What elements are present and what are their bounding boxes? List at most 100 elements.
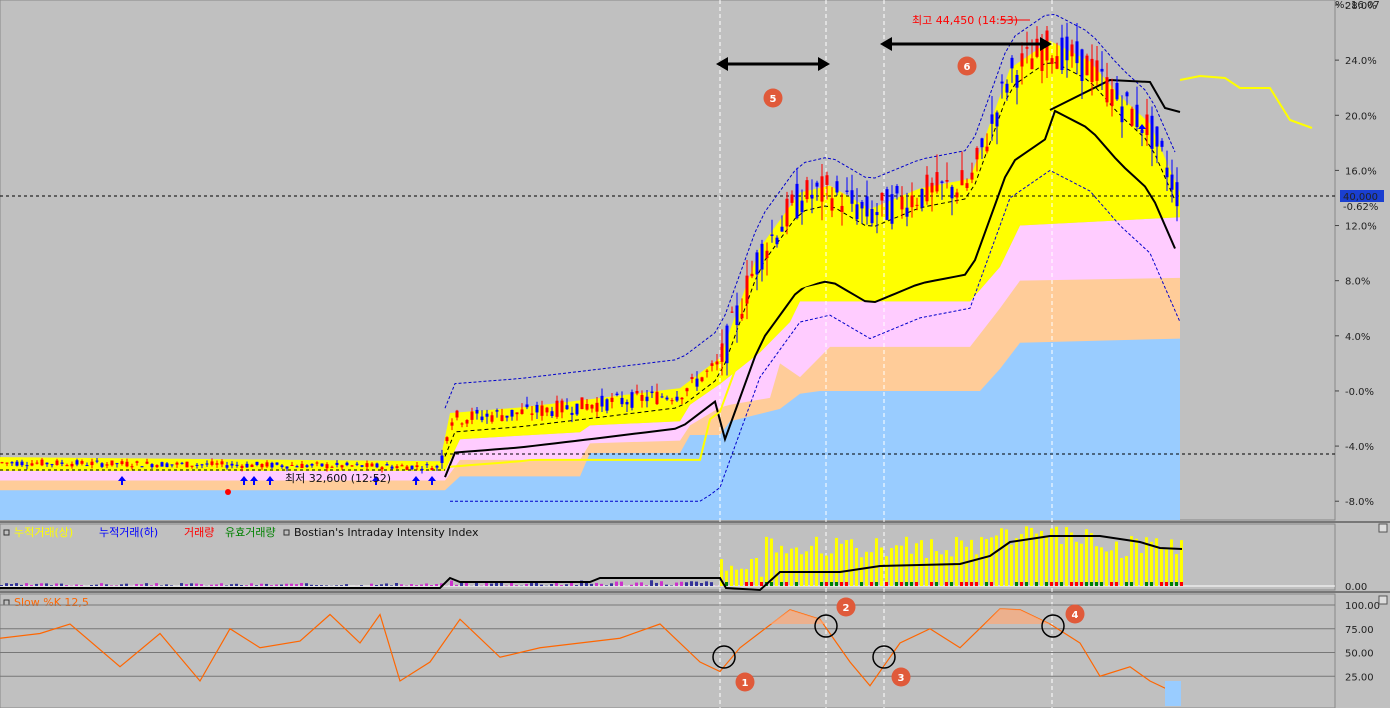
candle-body [390,466,394,469]
volume-bar [510,582,513,586]
annotation-badge[interactable] [1065,604,1085,624]
volume-bar [100,583,103,586]
volume-bar-sub [885,582,888,586]
stoch-title: Slow %K 12,5 [14,596,89,609]
annotation-badge[interactable] [957,56,977,76]
buy-arrow-icon [118,476,126,485]
stoch-y-label: 50.00 [1345,649,1374,660]
candle-body [505,415,509,418]
candle-body [180,462,184,464]
annotation-badge[interactable] [735,672,755,692]
ma-line-yellow [449,245,921,468]
volume-bar-sub [1165,582,1168,586]
candle-body [585,403,589,410]
volume-bar [1005,529,1008,586]
volume-bar [565,584,568,586]
candle-body [1095,60,1099,81]
candle-body [550,411,554,416]
candle-body [570,412,574,415]
volume-bar [655,582,658,586]
stoch-y-label: 25.00 [1345,672,1374,683]
signal-circle [1041,614,1065,638]
volume-bar-sub [870,582,873,586]
volume-bar [290,583,293,586]
annotation-badge[interactable] [836,597,856,617]
volume-bar [1025,526,1028,586]
price-y-label: -4.0% [1345,442,1374,453]
candle-body [740,313,744,319]
panel-close-icon[interactable] [1378,523,1388,533]
candle-body [255,461,259,465]
volume-bar [190,583,193,586]
candle-body [735,305,739,326]
volume-bar [700,583,703,586]
candle-body [885,189,889,220]
volume-bar [570,582,573,586]
candle-body [1020,53,1024,67]
volume-bar [360,585,363,586]
volume-bar [465,582,468,586]
volume-bar [500,582,503,586]
candle-body [335,462,339,465]
volume-bar-sub [745,582,748,586]
candle-body [50,464,54,466]
candle-body [790,194,794,203]
volume-bar [935,551,938,586]
candle-body [1120,106,1124,123]
volume-bar [170,585,173,586]
volume-bar-sub [910,582,913,586]
volume-bar [860,557,863,586]
candle-body [295,466,299,468]
volume-bar-sub [1090,582,1093,586]
candle-body [880,192,884,201]
volume-bar-sub [935,582,938,586]
volume-bar-sub [725,582,728,586]
volume-bar-sub [945,582,948,586]
annotation-number: 4 [1072,610,1079,621]
candle-body [810,194,814,199]
panel-close-icon[interactable] [1378,595,1388,605]
candle-body [240,465,244,468]
volume-bar [585,581,588,586]
range-arrow-5-head [716,57,728,71]
volume-bar [1150,541,1153,586]
annotation-badge[interactable] [763,88,783,108]
annotation-badge[interactable] [891,667,911,687]
candle-body [760,243,764,270]
candle-body [795,183,799,219]
volume-bar [105,584,108,586]
volume-bar [265,583,268,586]
volume-bar [1090,533,1093,586]
volume-bar [65,585,68,586]
candle-body [280,465,284,467]
volume-bar [220,583,223,586]
candle-body [690,377,694,379]
candle-body [285,466,289,469]
buy-arrow-icon [372,476,380,485]
stoch-y-label: 100.00 [1345,601,1380,612]
volume-bar [260,583,263,586]
volume-bar [725,570,728,586]
candle-body [1130,108,1134,126]
candle-body [450,422,454,426]
candle-body [960,170,964,186]
candle-body [805,180,809,200]
volume-bar [780,545,783,586]
candle-body [355,463,359,465]
volume-bar [1140,552,1143,586]
volume-bar [375,584,378,586]
volume-bar-sub [1145,582,1148,586]
volume-bar [150,585,153,586]
candle-body [630,392,634,408]
volume-bar [490,583,493,586]
volume-bar [10,584,13,586]
candle-body [860,201,864,209]
candle-body [615,393,619,395]
volume-bar [1145,537,1148,586]
volume-legend-item: 유효거래량 [225,526,276,539]
candle-body [1055,56,1059,69]
candle-body [815,182,819,187]
volume-bar [760,576,763,586]
candle-body [485,413,489,417]
